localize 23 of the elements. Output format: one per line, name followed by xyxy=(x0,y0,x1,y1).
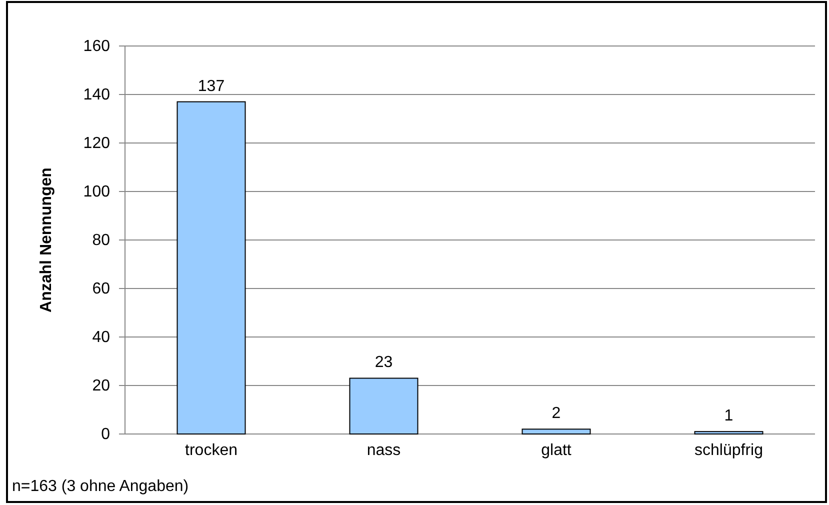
y-tick-label: 60 xyxy=(92,280,110,298)
y-tick-label: 120 xyxy=(83,135,110,152)
x-tick-label: nass xyxy=(366,442,401,459)
text: n=163 (3 ohne Angaben) xyxy=(12,478,189,495)
y-tick-label: 140 xyxy=(83,86,110,104)
data-label: 2 xyxy=(552,405,561,422)
x-tick-label: schlüpfrig xyxy=(694,442,763,459)
bar xyxy=(176,101,246,434)
data-label: 23 xyxy=(374,354,393,372)
y-tick-label: 40 xyxy=(92,329,110,346)
data-label: 137 xyxy=(198,78,225,95)
y-axis-title: Anzahl Nennungen xyxy=(38,168,55,312)
bar xyxy=(349,378,418,434)
y-tick-label: 160 xyxy=(83,38,110,56)
y-tick-label: 0 xyxy=(101,426,110,444)
y-tick-label: 20 xyxy=(92,378,110,395)
x-tick-label: trocken xyxy=(185,442,238,459)
bar xyxy=(694,431,764,434)
bar xyxy=(522,428,591,434)
x-tick-label: glatt xyxy=(541,442,572,459)
y-tick-label: 100 xyxy=(83,184,110,201)
data-label: 1 xyxy=(724,408,734,425)
y-tick-label: 80 xyxy=(92,232,110,250)
